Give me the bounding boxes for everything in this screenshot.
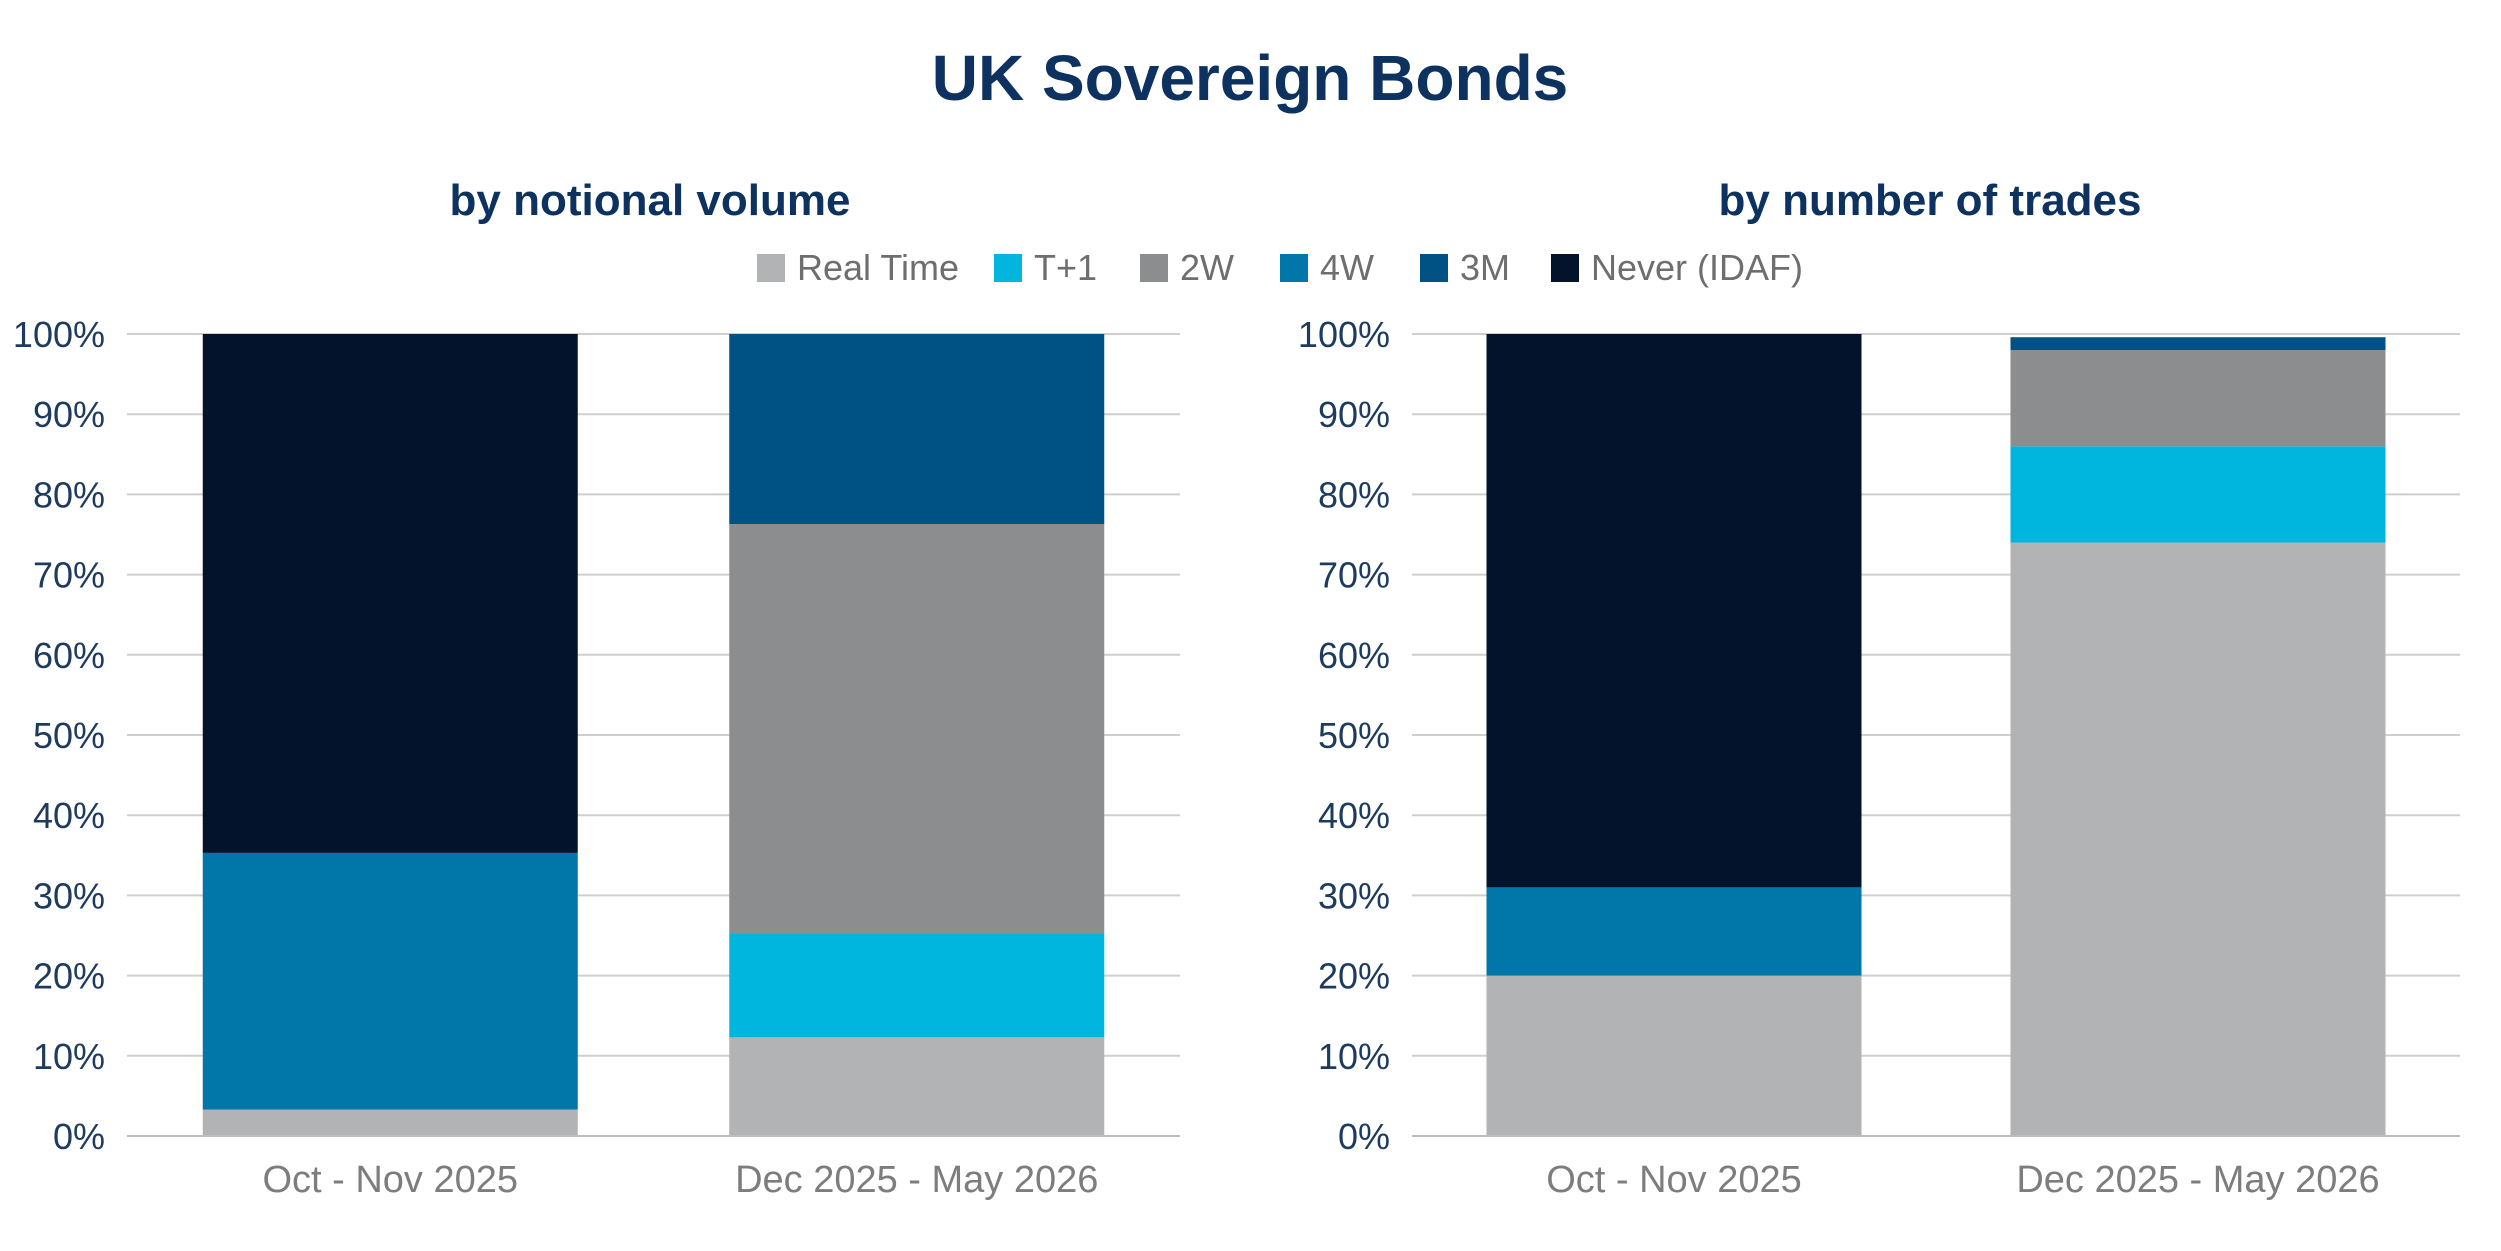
y-tick-label: 100% (13, 314, 105, 355)
legend-swatch (1420, 254, 1448, 282)
y-tick-label: 40% (1318, 795, 1390, 836)
x-category-label: Oct - Nov 2025 (262, 1159, 518, 1201)
x-category-label: Dec 2025 - May 2026 (2016, 1159, 2379, 1201)
y-tick-label: 70% (33, 555, 105, 596)
bar-segment-3m (2010, 337, 2386, 351)
legend-swatch (994, 254, 1022, 282)
bar-segment-t-1 (729, 933, 1105, 1038)
y-tick-label: 90% (1318, 394, 1390, 435)
legend-label: T+1 (1034, 247, 1097, 288)
bar-segment-real-time (202, 1109, 578, 1136)
legend-label: 3M (1460, 247, 1510, 288)
y-tick-label: 80% (1318, 474, 1390, 515)
y-tick-label: 20% (1318, 956, 1390, 997)
y-tick-label: 60% (33, 635, 105, 676)
legend-item-3m: 3M (1420, 247, 1510, 288)
y-tick-label: 80% (33, 474, 105, 515)
y-tick-label: 10% (33, 1036, 105, 1077)
legend-swatch (1140, 254, 1168, 282)
bar-segment-t-1 (2010, 446, 2386, 543)
y-tick-label: 60% (1318, 635, 1390, 676)
y-tick-label: 50% (33, 715, 105, 756)
bar-segment-3m (729, 334, 1105, 525)
legend-item-2w: 2W (1140, 247, 1234, 288)
y-tick-label: 30% (33, 875, 105, 916)
bar-segment-real-time (1486, 975, 1862, 1136)
bar-segment-2w (2010, 350, 2386, 447)
y-tick-label: 0% (1338, 1116, 1390, 1157)
legend-item-never-idaf: Never (IDAF) (1551, 247, 1803, 288)
legend-label: 2W (1180, 247, 1234, 288)
legend-item-t-1: T+1 (994, 247, 1097, 288)
legend-label: Real Time (797, 247, 959, 288)
legend-label: 4W (1320, 247, 1374, 288)
y-tick-label: 90% (33, 394, 105, 435)
main-title: UK Sovereign Bonds (932, 42, 1569, 114)
y-tick-label: 40% (33, 795, 105, 836)
legend: Real Time T+1 2W 4W 3M Never (IDAF) (757, 247, 1803, 288)
legend-swatch (1280, 254, 1308, 282)
chart-panels: by notional volume 0% 10% 20% 30% 40% 50% 60% 70… (13, 176, 2460, 1201)
y-tick-label: 50% (1318, 715, 1390, 756)
legend-swatch (757, 254, 785, 282)
bar-segment-never-idaf (202, 334, 578, 853)
legend-label: Never (IDAF) (1591, 247, 1803, 288)
y-tick-label: 0% (53, 1116, 105, 1157)
y-tick-label: 100% (1298, 314, 1390, 355)
bar-segment-real-time (2010, 542, 2386, 1136)
legend-swatch (1551, 254, 1579, 282)
legend-item-4w: 4W (1280, 247, 1374, 288)
bar-segment-2w (729, 524, 1105, 934)
bar-segment-never-idaf (1486, 334, 1862, 888)
legend-item-real-time: Real Time (757, 247, 959, 288)
panel-title: by notional volume (450, 176, 851, 225)
x-category-label: Oct - Nov 2025 (1546, 1159, 1802, 1201)
panel-by-number-of-trades: by number of trades 0% 10% 20% 30% 40% 50% 60% 7… (1298, 176, 2460, 1201)
bar-segment-real-time (729, 1037, 1105, 1136)
y-tick-label: 10% (1318, 1036, 1390, 1077)
y-tick-label: 30% (1318, 875, 1390, 916)
bar-segment-4w (1486, 887, 1862, 976)
x-category-label: Dec 2025 - May 2026 (735, 1159, 1098, 1201)
panel-title: by number of trades (1719, 176, 2142, 225)
y-tick-label: 20% (33, 956, 105, 997)
panel-by-notional-volume: by notional volume 0% 10% 20% 30% 40% 50% 60% 70… (13, 176, 1180, 1201)
bar-segment-4w (202, 852, 578, 1110)
y-tick-label: 70% (1318, 555, 1390, 596)
